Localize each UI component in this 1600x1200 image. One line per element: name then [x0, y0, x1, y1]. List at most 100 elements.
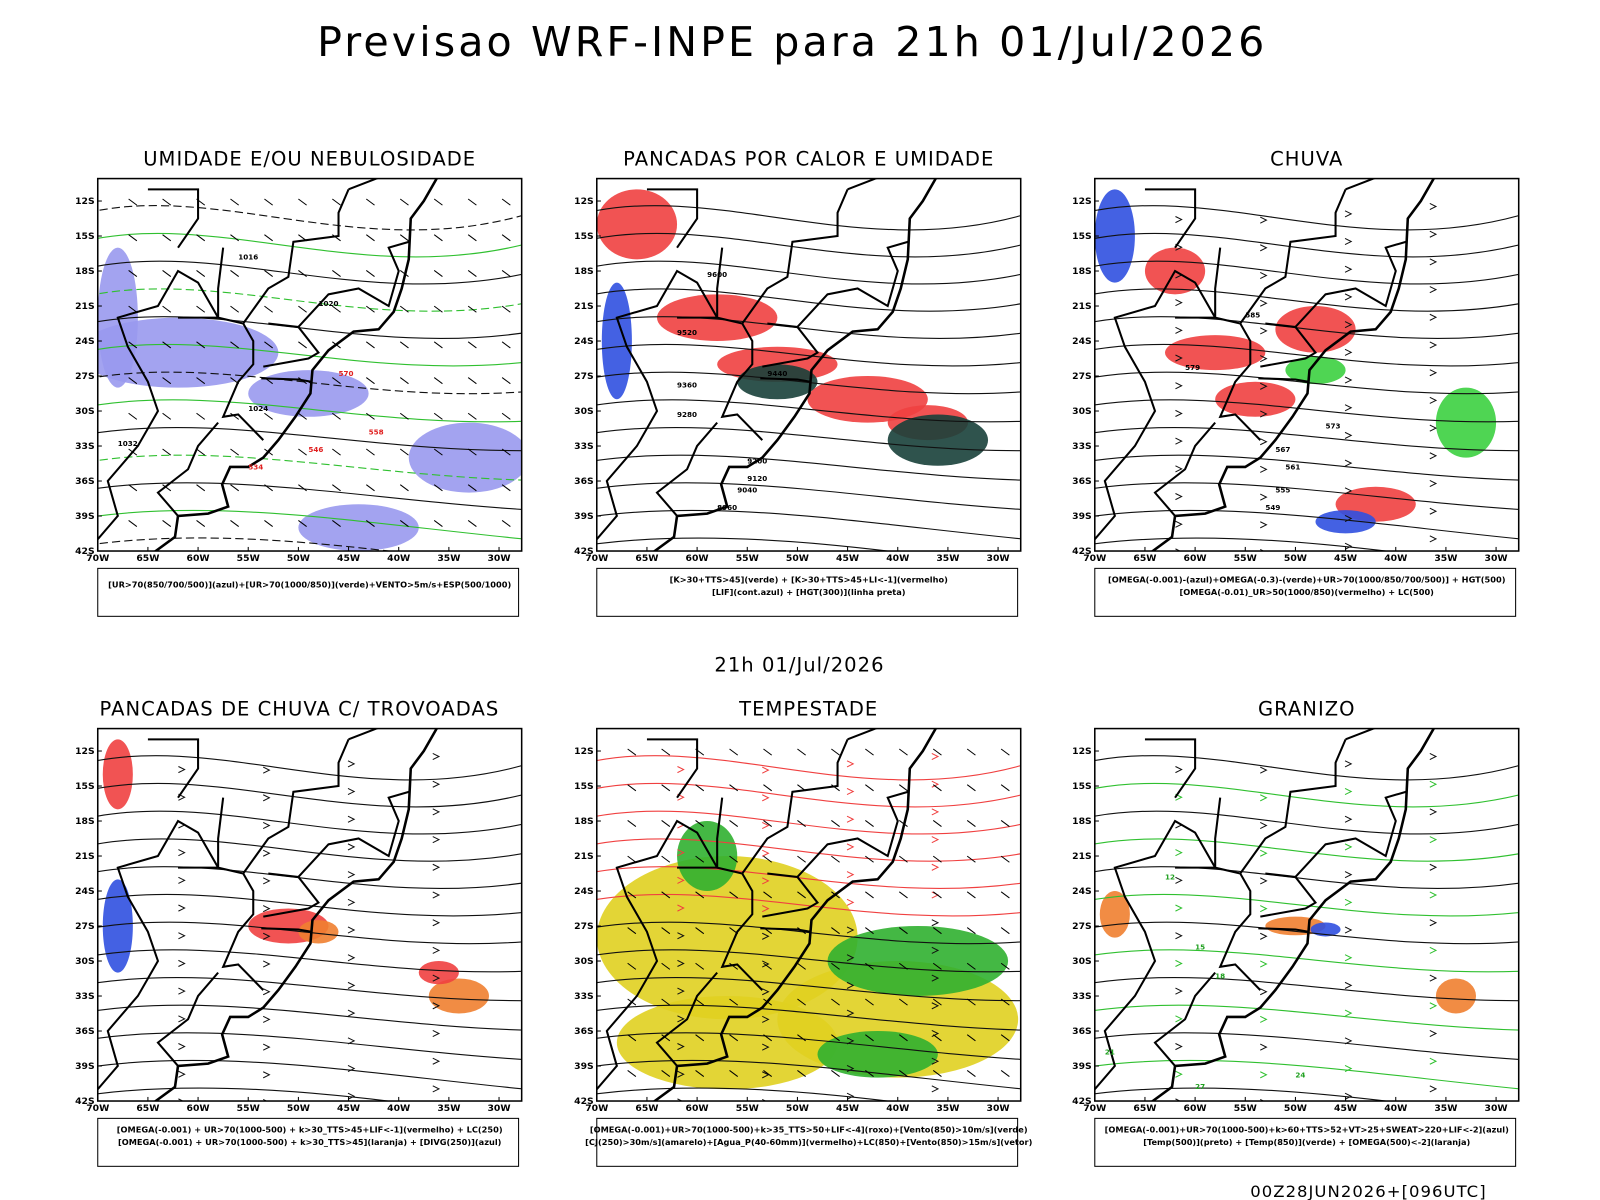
- wind-vector: [162, 412, 172, 420]
- border: [242, 188, 350, 325]
- arrowhead: [1260, 299, 1268, 307]
- arrowhead: [1175, 409, 1183, 417]
- lon-label: 55W: [1234, 553, 1257, 564]
- streamline: [1094, 399, 1519, 423]
- wind-vector: [831, 820, 840, 827]
- lon-label: 50W: [287, 553, 310, 564]
- lat-label: 30S: [1072, 406, 1092, 417]
- contour-label: 9520: [677, 328, 697, 337]
- contour-label: 1016: [238, 252, 258, 261]
- lon-label: 70W: [1083, 553, 1106, 564]
- arrowhead: [262, 1015, 271, 1023]
- shaded-area: [827, 925, 1009, 996]
- streamline: [1094, 810, 1519, 835]
- legend-box: [596, 1117, 1019, 1167]
- wind-vector: [365, 520, 375, 527]
- streamline: [97, 893, 522, 917]
- wind-vector: [162, 270, 172, 277]
- border: [1239, 738, 1347, 875]
- arrowhead: [1260, 766, 1268, 774]
- arrowhead: [178, 766, 186, 774]
- arrowhead: [1175, 382, 1183, 390]
- arrowhead: [1344, 238, 1353, 246]
- arrowhead: [1344, 954, 1353, 962]
- wind-vector: [865, 784, 874, 792]
- lat-label: 27S: [75, 921, 95, 932]
- arrowhead: [1260, 244, 1268, 252]
- legend-text: [OMEGA(-0.001) + UR>70(1000-500) + k>30_…: [117, 1125, 503, 1135]
- contour-label: 1020: [318, 299, 338, 308]
- contour: [97, 288, 522, 312]
- streamline: [1094, 1087, 1391, 1102]
- streamline: [596, 810, 1021, 835]
- wind-vector: [399, 484, 409, 492]
- wind-vector: [966, 962, 976, 970]
- map-content: [596, 728, 1021, 1102]
- wind-vector: [467, 484, 477, 492]
- arrowhead: [1260, 327, 1268, 335]
- legend-box: [1094, 1117, 1517, 1167]
- lon-label: 30W: [987, 1103, 1010, 1114]
- wind-vector: [966, 1070, 976, 1077]
- border: [741, 738, 849, 875]
- wind-vector: [627, 748, 637, 756]
- wind-vector: [399, 520, 409, 527]
- wind-vector: [128, 341, 138, 349]
- lon-label: 30W: [1485, 1103, 1508, 1114]
- wind-vector: [433, 484, 443, 492]
- wind-vector: [627, 1034, 637, 1042]
- arrowhead: [1344, 871, 1353, 879]
- arrowhead: [1175, 548, 1181, 552]
- streamline: [596, 1004, 1021, 1031]
- lat-label: 36S: [75, 476, 95, 487]
- lon-label: 65W: [1133, 1103, 1156, 1114]
- contour-label: 9280: [677, 410, 697, 419]
- streamline: [596, 755, 1021, 781]
- lat-label: 15S: [1072, 781, 1092, 792]
- map-frame: [596, 727, 1022, 1102]
- arrowhead: [347, 926, 356, 934]
- border: [147, 738, 200, 799]
- arrowhead: [846, 898, 855, 906]
- border: [297, 240, 410, 328]
- lat-label: 21S: [75, 851, 95, 862]
- wind-vector: [932, 748, 942, 756]
- lon-label: 65W: [635, 553, 658, 564]
- contour-label: 12: [1165, 872, 1175, 881]
- arrowhead: [762, 821, 770, 830]
- arrowhead: [677, 876, 685, 884]
- arrowhead: [432, 1002, 441, 1010]
- arrowhead: [1429, 808, 1438, 816]
- contour: [97, 537, 394, 552]
- lon-label: 60W: [686, 1103, 709, 1114]
- wind-vector: [932, 820, 942, 827]
- wind-vector: [932, 784, 942, 792]
- lat-label: 36S: [1072, 1026, 1092, 1037]
- streamline: [97, 810, 522, 835]
- streamline: [1094, 288, 1519, 312]
- contour-label: 534: [248, 462, 263, 471]
- wind-vector: [898, 1070, 908, 1077]
- wind-vector: [230, 198, 240, 206]
- border: [796, 790, 909, 878]
- arrowhead: [347, 954, 356, 962]
- map-frame: [1094, 727, 1520, 1102]
- wind-vector: [399, 234, 409, 242]
- arrowhead: [1260, 271, 1268, 280]
- lon-label: 35W: [437, 1103, 460, 1114]
- wind-vector: [128, 198, 138, 206]
- lon-label: 65W: [1133, 553, 1156, 564]
- arrowhead: [1175, 299, 1183, 307]
- arrowhead: [762, 905, 770, 913]
- contour-label: 15: [1195, 942, 1205, 951]
- contour-label: 570: [339, 369, 354, 378]
- arrowhead: [1175, 437, 1183, 445]
- border: [348, 178, 380, 191]
- arrowhead: [432, 1085, 441, 1093]
- wind-vector: [763, 891, 773, 899]
- wind-vector: [230, 412, 240, 420]
- lon-label: 40W: [387, 1103, 410, 1114]
- wind-vector: [467, 305, 477, 313]
- border: [156, 421, 219, 517]
- wind-vector: [797, 998, 806, 1006]
